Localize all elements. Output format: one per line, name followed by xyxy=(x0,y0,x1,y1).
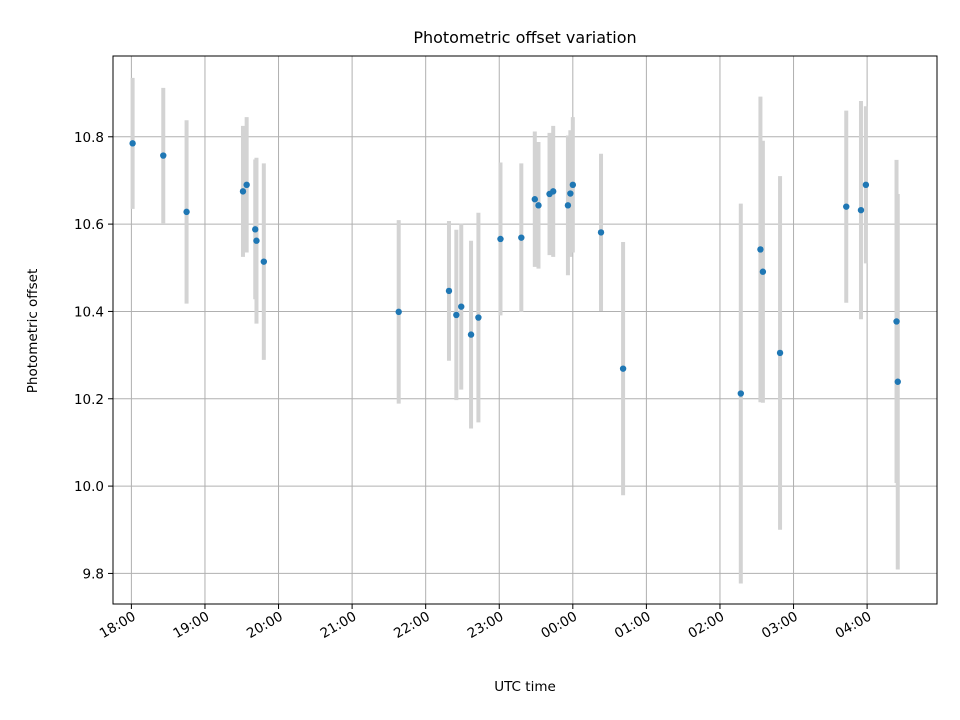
data-point-20 xyxy=(564,202,572,209)
data-point-29 xyxy=(843,203,850,210)
y-tick-label: 10.2 xyxy=(74,392,104,408)
plot-frame xyxy=(112,55,938,605)
data-points xyxy=(129,140,901,397)
chart-title: Photometric offset variation xyxy=(413,28,636,47)
data-point-22 xyxy=(569,181,577,189)
y-tick-label: 9.8 xyxy=(83,566,104,582)
y-tick-label: 10.0 xyxy=(74,479,104,495)
data-point-33 xyxy=(894,378,901,385)
data-point-31 xyxy=(862,181,870,189)
data-point-13 xyxy=(475,314,482,321)
data-point-21 xyxy=(567,190,574,197)
y-tick-label: 10.8 xyxy=(74,130,104,146)
x-axis-label: UTC time xyxy=(494,679,556,695)
data-point-30 xyxy=(857,206,865,214)
data-point-1 xyxy=(160,152,167,159)
data-point-12 xyxy=(467,331,475,338)
data-point-23 xyxy=(597,229,605,236)
data-point-11 xyxy=(458,303,465,310)
data-point-10 xyxy=(453,311,460,319)
data-point-26 xyxy=(757,246,764,253)
y-tick-label: 10.6 xyxy=(74,217,104,233)
data-point-8 xyxy=(395,308,402,316)
data-point-6 xyxy=(253,237,260,244)
data-point-32 xyxy=(893,318,900,325)
data-point-3 xyxy=(239,188,247,195)
y-tick-label: 10.4 xyxy=(74,304,104,320)
data-point-17 xyxy=(535,202,542,209)
data-point-16 xyxy=(531,196,539,203)
data-point-14 xyxy=(497,235,504,243)
data-point-27 xyxy=(759,268,767,275)
y-axis-ticks: 9.8 10.0 10.2 10.4 10.6 10.8 xyxy=(74,130,113,582)
data-point-25 xyxy=(737,390,745,397)
data-point-19 xyxy=(550,188,557,195)
data-point-2 xyxy=(183,208,190,216)
data-point-24 xyxy=(619,365,627,372)
data-point-7 xyxy=(260,258,268,265)
y-axis-label: Photometric offset xyxy=(25,269,41,393)
grid xyxy=(113,56,937,604)
data-point-5 xyxy=(252,226,259,233)
data-point-15 xyxy=(518,234,525,241)
data-point-0 xyxy=(129,140,136,147)
data-point-9 xyxy=(445,287,453,295)
data-point-4 xyxy=(243,181,250,189)
data-point-28 xyxy=(776,349,784,357)
